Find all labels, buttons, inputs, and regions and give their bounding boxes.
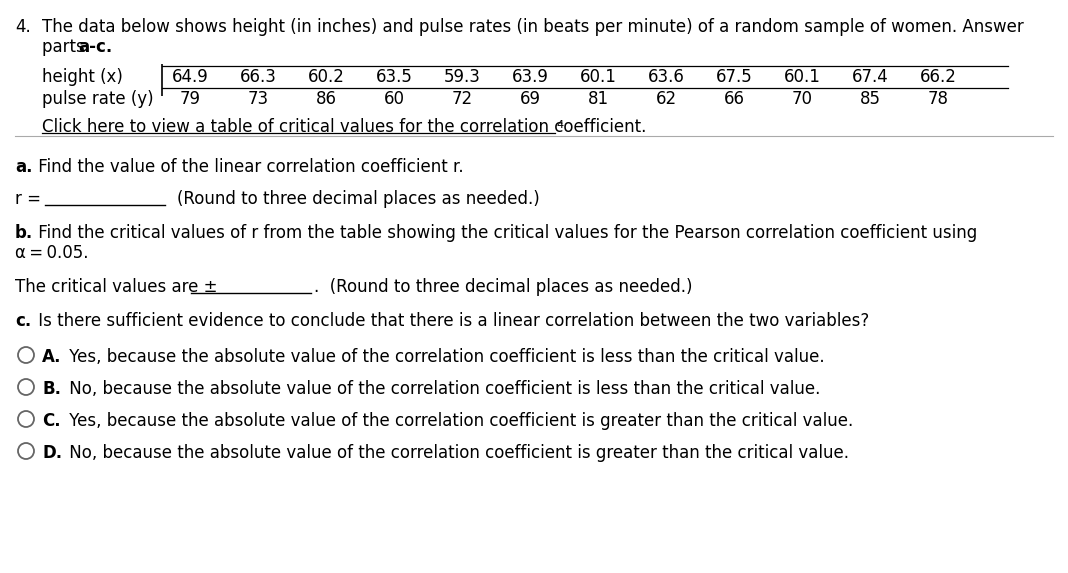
Text: 60.2: 60.2 [308,68,345,86]
Text: 72: 72 [452,90,472,108]
Text: 67.4: 67.4 [851,68,889,86]
Text: r =: r = [15,190,46,208]
Text: 60: 60 [383,90,405,108]
Text: .  (Round to three decimal places as needed.): . (Round to three decimal places as need… [314,278,692,296]
Text: The data below shows height (in inches) and pulse rates (in beats per minute) of: The data below shows height (in inches) … [42,18,1024,36]
Text: 4: 4 [556,120,563,130]
Text: 4.: 4. [15,18,31,36]
Text: B.: B. [42,380,61,398]
Text: a.: a. [15,158,32,176]
Text: The critical values are ±: The critical values are ± [15,278,218,296]
Text: parts: parts [42,38,90,56]
Text: A.: A. [42,348,62,366]
Text: 62: 62 [656,90,676,108]
Text: height (x): height (x) [42,68,123,86]
Text: 66.3: 66.3 [239,68,277,86]
Text: Click here to view a table of critical values for the correlation coefficient.: Click here to view a table of critical v… [42,118,646,136]
Text: C.: C. [42,412,61,430]
Text: 60.1: 60.1 [580,68,616,86]
Text: 73: 73 [248,90,268,108]
Text: 63.9: 63.9 [512,68,549,86]
Text: D.: D. [42,444,62,462]
Text: 63.5: 63.5 [376,68,412,86]
Text: No, because the absolute value of the correlation coefficient is greater than th: No, because the absolute value of the co… [64,444,849,462]
Text: Yes, because the absolute value of the correlation coefficient is greater than t: Yes, because the absolute value of the c… [64,412,853,430]
Text: α = 0.05.: α = 0.05. [15,244,89,262]
Text: 78: 78 [927,90,948,108]
Text: 81: 81 [587,90,609,108]
Text: No, because the absolute value of the correlation coefficient is less than the c: No, because the absolute value of the co… [64,380,820,398]
Text: 60.1: 60.1 [784,68,820,86]
Text: Find the value of the linear correlation coefficient r.: Find the value of the linear correlation… [33,158,464,176]
Text: 79: 79 [179,90,201,108]
Text: 64.9: 64.9 [172,68,208,86]
Text: Yes, because the absolute value of the correlation coefficient is less than the : Yes, because the absolute value of the c… [64,348,824,366]
Text: 59.3: 59.3 [443,68,481,86]
Text: c.: c. [15,312,31,330]
Text: (Round to three decimal places as needed.): (Round to three decimal places as needed… [177,190,539,208]
Text: 85: 85 [860,90,880,108]
Text: 66: 66 [723,90,744,108]
Text: 69: 69 [519,90,540,108]
Text: pulse rate (y): pulse rate (y) [42,90,154,108]
Text: 63.6: 63.6 [647,68,685,86]
Text: 70: 70 [791,90,813,108]
Text: b.: b. [15,224,33,242]
Text: Find the critical values of r from the table showing the critical values for the: Find the critical values of r from the t… [33,224,977,242]
Text: Is there sufficient evidence to conclude that there is a linear correlation betw: Is there sufficient evidence to conclude… [33,312,869,330]
Text: 67.5: 67.5 [716,68,752,86]
Text: 86: 86 [315,90,336,108]
Text: a-c.: a-c. [78,38,112,56]
Text: 66.2: 66.2 [920,68,957,86]
